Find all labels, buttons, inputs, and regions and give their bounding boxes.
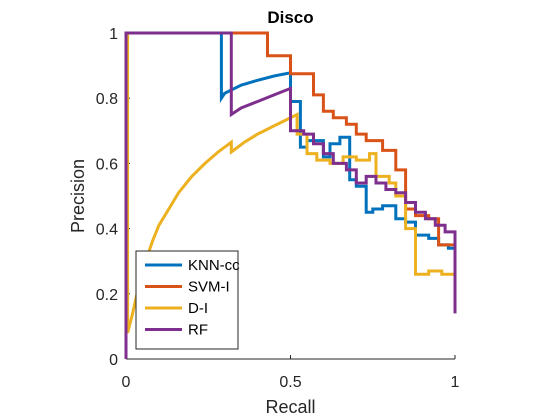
- x-tick-label: 0: [122, 374, 131, 391]
- series-line-knn-cc: [124, 31, 457, 359]
- y-tick-label: 0: [109, 352, 118, 369]
- y-tick-label: 1: [109, 26, 118, 43]
- chart-title: Disco: [267, 8, 313, 27]
- legend-label: D-I: [188, 300, 208, 317]
- x-tick-label: 0.5: [279, 374, 301, 391]
- y-tick-label: 0.8: [96, 91, 118, 108]
- series-lines: [124, 31, 457, 359]
- series-line-d-i: [124, 31, 457, 359]
- legend-label: KNN-cc: [188, 257, 240, 274]
- legend-label: RF: [188, 322, 208, 339]
- x-tick-label: 1: [451, 374, 460, 391]
- y-tick-label: 0.2: [96, 287, 118, 304]
- y-tick-label: 0.6: [96, 156, 118, 173]
- x-axis-label: Recall: [265, 397, 315, 417]
- legend: KNN-cc SVM-I D-I RF: [135, 250, 240, 350]
- legend-label: SVM-I: [188, 279, 230, 296]
- series-line-rf: [124, 31, 457, 359]
- legend-box: [135, 250, 239, 350]
- y-axis-label: Precision: [68, 159, 88, 233]
- y-tick-label: 0.4: [96, 222, 118, 239]
- axes: 0 0.5 1 0 0.2 0.4 0.6 0.8 1: [96, 26, 460, 391]
